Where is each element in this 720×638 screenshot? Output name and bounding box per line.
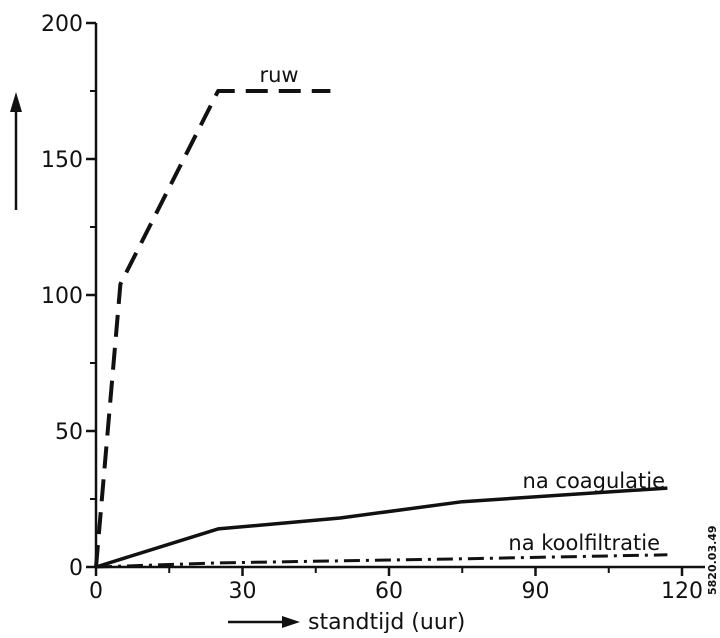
x-tick-label: 120 [661, 579, 703, 604]
na-koolfiltratie-label: na koolfiltratie [508, 531, 660, 555]
labels: standtijd (uur) ruw na coagulatie na koolfi… [228, 63, 719, 635]
y-tick-label: 200 [41, 12, 83, 37]
ruw-series-line [94, 89, 331, 568]
na-coagulatie-series-line [95, 486, 668, 569]
x-axis-arrow-head [282, 616, 300, 628]
series [94, 89, 668, 569]
y-tick-label: 150 [41, 148, 83, 173]
x-tick-label: 0 [89, 579, 103, 604]
x-tick-label: 30 [229, 579, 257, 604]
y-axis-arrow-head [10, 92, 22, 112]
ruw-label: ruw [259, 63, 298, 87]
ticks: 0 50 100 150 200 0 30 60 90 120 [41, 12, 703, 604]
na-koolfiltratie-series-line [95, 553, 668, 569]
x-tick-label: 60 [375, 579, 403, 604]
y-tick-label: 100 [41, 284, 83, 309]
na-coagulatie-label: na coagulatie [523, 469, 665, 493]
y-tick-label: 0 [69, 556, 83, 581]
y-tick-label: 50 [55, 420, 83, 445]
x-axis-title: standtijd (uur) [308, 610, 465, 633]
x-tick-label: 90 [522, 579, 550, 604]
side-code: 5820.03.49 [706, 525, 719, 595]
